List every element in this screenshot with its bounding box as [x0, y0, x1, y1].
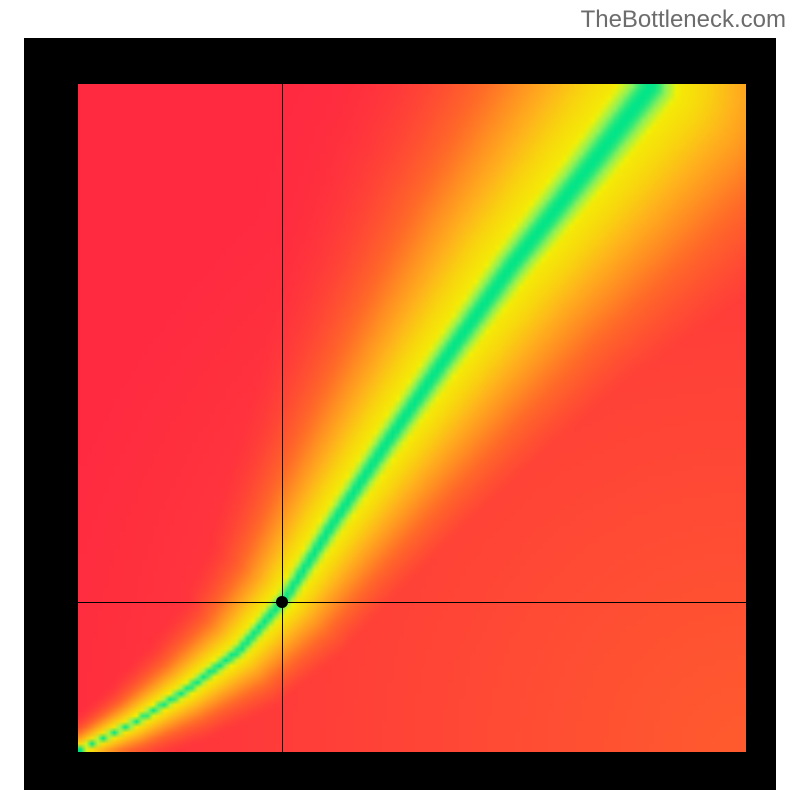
- chart-frame: [24, 38, 776, 790]
- root-container: TheBottleneck.com: [0, 0, 800, 800]
- plot-area: [78, 84, 746, 752]
- watermark-text: TheBottleneck.com: [581, 6, 786, 34]
- crosshair-vertical: [282, 84, 283, 752]
- heatmap-canvas: [78, 84, 746, 752]
- crosshair-marker: [276, 596, 288, 608]
- crosshair-horizontal: [78, 602, 746, 603]
